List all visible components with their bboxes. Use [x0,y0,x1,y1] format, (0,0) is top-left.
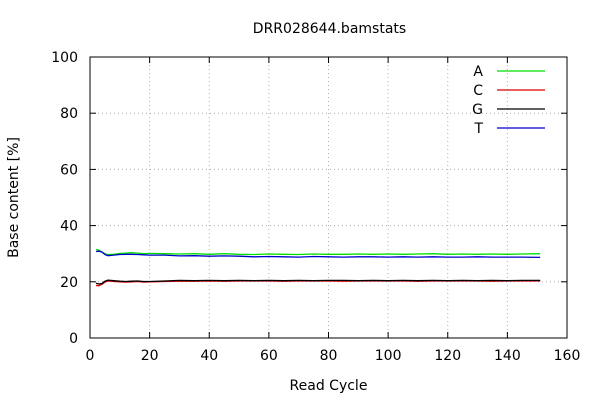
y-axis-label: Base content [%] [6,137,22,258]
y-tick-label: 20 [60,275,78,291]
data-series [95,248,541,287]
y-tick-label: 80 [60,106,78,122]
legend-label-a: A [473,64,483,80]
y-tick-label: 100 [51,50,78,66]
legend-label-c: C [473,83,483,99]
legend-label-g: G [472,102,483,118]
grid-lines [90,57,567,338]
series-line-a [95,248,541,256]
series-line-g [95,279,541,285]
axis-ticks: 0 20 40 60 80 100 120 140 160 0 20 40 60 80 100 [51,50,580,364]
legend-label-t: T [473,121,483,137]
x-tick-label: 100 [375,348,402,364]
x-tick-label: 80 [320,348,338,364]
x-tick-label: 140 [494,348,521,364]
x-tick-label: 160 [554,348,581,364]
x-axis-label: Read Cycle [290,378,368,394]
x-tick-label: 40 [200,348,218,364]
series-line-t [95,250,541,259]
x-tick-label: 0 [86,348,95,364]
y-tick-label: 60 [60,162,78,178]
x-tick-label: 20 [141,348,159,364]
x-tick-label: 120 [434,348,461,364]
x-tick-label: 60 [260,348,278,364]
y-tick-label: 40 [60,219,78,235]
chart-title: DRR028644.bamstats [253,21,406,37]
y-tick-label: 0 [69,331,78,347]
